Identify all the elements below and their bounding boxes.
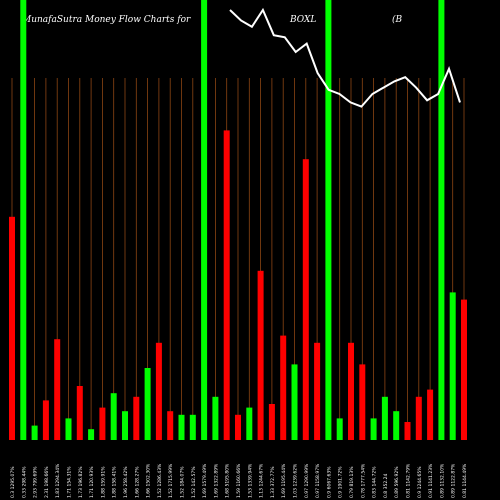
flow-bar [178,414,185,440]
flow-bar [359,364,366,440]
flow-bar [415,396,422,440]
x-tick-label: 1.71 120.93% [89,466,95,498]
flow-bar [404,422,411,440]
price-line-path [229,7,461,108]
x-tick-label: 0.9 1244.65% [417,466,423,498]
chart-title-left: MunafaSutra Money Flow Charts for [21,15,191,25]
flow-bar [302,159,309,440]
money-flow-bars [9,0,467,440]
x-tick-label: 0.89 596.92% [394,466,400,498]
x-tick-label: 1.88 158.41% [112,466,118,498]
x-tick-label: 1.66 1502.30% [146,463,152,498]
x-tick-label: 0.9 6067.63% [326,466,332,498]
x-tick-label: 1.13 1244.67% [259,463,265,498]
flow-bar [65,418,72,440]
x-tick-label: 1.68 5195.80% [225,463,231,498]
x-tick-label: 0.9 1901.72% [338,466,344,498]
x-tick-label: 1.69 1322.89% [213,463,219,498]
x-tick-label: 1.52 142.57% [191,466,197,498]
x-tick-label: 2.31 198.66% [44,466,50,498]
flow-bar [370,418,377,440]
flow-bar [427,389,434,440]
x-tick-label: 1.52 1715.99% [168,463,174,498]
x-tick-label: 1.53 1339.94% [247,463,253,498]
flow-bar [314,342,321,440]
flow-bar [31,425,38,440]
flow-bar [246,407,253,440]
x-tick-label: 1.59 1160.66% [236,463,242,498]
chart-title-right: (B [392,14,403,25]
x-tick-label: 1.33 372.77% [270,466,276,498]
price-line [229,7,461,108]
flow-bar [76,386,83,440]
flow-bar [155,342,162,440]
x-tick-label: 1.52 184.07% [180,466,186,498]
flow-bar [449,292,456,440]
x-tick-label: 0.97 1290.99% [304,463,310,498]
flow-bar [291,364,298,440]
x-tick-label: 0.89 1132.10% [439,463,445,498]
flow-bar [212,396,219,440]
flow-bar [223,130,230,440]
flow-bar [257,270,264,440]
flow-bar [438,0,445,440]
flow-bar [88,429,95,440]
flow-bar [348,342,354,440]
flow-bar [144,368,151,440]
flow-bar [99,407,106,440]
flow-bar [336,418,343,440]
flow-bar [167,411,174,440]
x-tick-label: 1.83 1294.34% [55,463,61,498]
x-tick-labels: 0.3 1295.07% 0.33 298.44% 2.93 799.69% 2.31… [10,463,468,498]
x-tick-label: 0.78 1777.54% [360,463,366,498]
flow-bar [54,339,61,440]
x-tick-label: 1.66 128.27% [134,466,140,498]
x-tick-label: 0.8 352.24 [383,474,389,498]
flow-bar [268,404,275,440]
flow-bar [189,414,196,440]
x-tick-label: 1.71 154.31% [67,466,73,498]
chart-title-symbol: BOXL [289,15,316,25]
flow-bar [9,216,15,440]
x-tick-label: 1.03 1239.62% [293,463,299,498]
flow-bar [122,411,128,440]
flow-bar [461,299,467,440]
flow-bar [381,396,388,440]
x-tick-label: 0.97 1158.97% [315,463,321,498]
flow-bar [20,0,27,440]
x-tick-label: 0.91 1141.23% [428,463,434,498]
grid-lines [11,78,465,440]
flow-bar [235,414,241,440]
flow-bar [42,400,49,440]
x-tick-label: 1.88 159.91% [100,466,106,498]
x-tick-label: 0.81 1144.49% [462,463,468,498]
x-tick-label: 0.83 144.72% [372,466,378,498]
flow-bar [110,393,117,440]
x-tick-label: 0.3 1295.07% [10,466,16,498]
x-tick-label: 1.96 258.42% [123,466,129,498]
x-tick-label: 0.81 1142.79% [406,463,412,498]
x-tick-label: 0.89 1122.87% [451,463,457,498]
flow-bar [393,411,400,440]
flow-bar [280,335,287,440]
flow-bar [325,0,332,440]
x-tick-label: 1.52 1286.43% [157,463,163,498]
x-tick-label: 1.73 196.82% [78,466,84,498]
x-tick-label: 0.33 298.44% [21,466,27,498]
x-tick-label: 1.69 1195.44% [281,463,287,498]
flow-bar [201,0,208,440]
x-tick-label: 2.93 799.69% [33,466,39,498]
x-tick-label: 0.79 819.13% [349,466,355,498]
x-tick-label: 1.69 1579.49% [202,463,208,498]
flow-bar [133,396,140,440]
